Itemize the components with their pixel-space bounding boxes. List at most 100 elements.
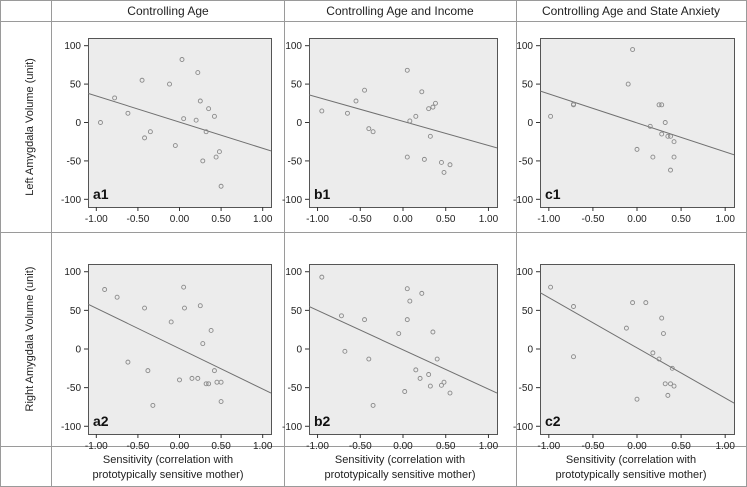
data-point-c1 xyxy=(662,120,668,125)
x-tick-label-c2: 0.00 xyxy=(627,441,647,452)
y-tick-label-a1: 0 xyxy=(75,118,81,129)
data-point-b2 xyxy=(407,298,413,304)
y-tick-label-c1: 50 xyxy=(522,80,534,91)
data-point-a2 xyxy=(102,287,108,292)
data-point-c2 xyxy=(643,300,649,306)
data-point-a2 xyxy=(203,381,209,387)
x-footer-col3-line2: prototypically sensitive mother) xyxy=(555,469,706,481)
data-point-c1 xyxy=(647,123,653,129)
data-point-a2 xyxy=(211,368,217,374)
y-tick-label-c2: -100 xyxy=(513,422,533,433)
data-point-a2 xyxy=(145,368,151,374)
data-point-c1 xyxy=(659,131,665,137)
x-tick-label-c2: 0.50 xyxy=(671,441,691,452)
fit-line-a2 xyxy=(88,303,271,394)
panel-label-a1: a1 xyxy=(93,186,109,202)
fit-line-b1 xyxy=(309,94,497,149)
y-tick-label-c2: 100 xyxy=(516,267,533,278)
y-tick-label-a1: -50 xyxy=(67,156,82,167)
data-point-b2 xyxy=(441,379,447,385)
data-point-b2 xyxy=(419,290,425,296)
y-tick-label-a2: -100 xyxy=(61,422,81,433)
data-point-a2 xyxy=(197,303,203,309)
x-tick-label-b2: 0.00 xyxy=(393,441,413,452)
x-tick-label-c1: 0.00 xyxy=(627,214,647,225)
y-tick-label-c2: -50 xyxy=(519,383,534,394)
data-point-a2 xyxy=(206,381,212,387)
x-tick-label-b2: 1.00 xyxy=(479,441,499,452)
x-footer-col2-line2: prototypically sensitive mother) xyxy=(324,469,475,481)
data-point-c1 xyxy=(659,102,665,108)
y-tick-label-a2: 100 xyxy=(64,267,81,278)
y-tick-label-b2: -50 xyxy=(288,383,303,394)
data-point-a2 xyxy=(208,328,214,333)
data-point-a1 xyxy=(218,183,224,189)
x-tick-label-b2: -0.50 xyxy=(349,441,372,452)
x-tick-label-b1: -0.50 xyxy=(349,214,372,225)
fit-line-a1 xyxy=(88,92,271,152)
plot-area-a2 xyxy=(88,264,272,435)
fit-line-c2 xyxy=(540,292,734,404)
panel-label-b2: b2 xyxy=(314,413,331,429)
plot-area-b1 xyxy=(309,38,498,208)
x-tick-label-c2: -0.50 xyxy=(582,441,605,452)
data-point-a2 xyxy=(218,379,224,385)
data-point-a1 xyxy=(167,81,172,87)
panel-c2: -100 -50 0 50 100 -1.00 -0.50 0.00 0.50 1.00 c2 xyxy=(513,264,735,452)
plot-area-c2 xyxy=(540,264,735,435)
data-point-a2 xyxy=(150,402,156,408)
y-tick-label-b1: -100 xyxy=(282,195,302,206)
data-point-c1 xyxy=(634,146,640,152)
x-tick-label-c1: -0.50 xyxy=(582,214,605,225)
y-tick-label-a1: 100 xyxy=(64,41,81,52)
y-tick-label-c2: 50 xyxy=(522,306,534,317)
y-tick-label-b2: 100 xyxy=(285,267,302,278)
data-point-b2 xyxy=(434,356,440,362)
data-point-a1 xyxy=(181,116,187,122)
y-tick-label-c1: 0 xyxy=(527,118,533,129)
data-point-c1 xyxy=(671,154,677,160)
y-tick-label-a2: 50 xyxy=(70,306,82,317)
x-footer-col2-line1: Sensitivity (correlation with xyxy=(335,454,465,466)
y-tick-label-b2: 50 xyxy=(291,306,303,317)
x-tick-label-a2: -0.50 xyxy=(127,441,150,452)
data-point-c2 xyxy=(668,381,673,387)
fit-line-b2 xyxy=(309,306,497,394)
x-tick-label-a1: 0.00 xyxy=(170,214,190,225)
y-tick-label-b1: 50 xyxy=(291,80,303,91)
data-point-a2 xyxy=(181,284,187,290)
data-point-b2 xyxy=(339,313,344,319)
data-point-b1 xyxy=(370,129,376,135)
y-tick-label-c2: 0 xyxy=(527,345,533,356)
data-point-c2 xyxy=(571,304,576,309)
data-point-a1 xyxy=(195,70,201,76)
plot-area-a1 xyxy=(88,38,272,208)
x-tick-label-b2: -1.00 xyxy=(306,441,329,452)
panel-b2: -100 -50 0 50 100 -1.00 -0.50 0.00 0.50 1.00 b2 xyxy=(282,264,499,452)
data-point-b2 xyxy=(342,348,348,354)
panel-label-c2: c2 xyxy=(545,413,561,429)
panel-label-c1: c1 xyxy=(545,186,561,202)
x-footer-col1-line2: prototypically sensitive mother) xyxy=(92,469,243,481)
data-point-c1 xyxy=(625,81,631,87)
data-point-a2 xyxy=(195,375,201,381)
x-tick-label-b2: 0.50 xyxy=(436,441,456,452)
data-point-c1 xyxy=(671,139,677,145)
data-point-b2 xyxy=(427,383,433,389)
x-tick-label-b1: 0.00 xyxy=(393,214,413,225)
x-tick-label-a2: 0.50 xyxy=(211,441,231,452)
x-tick-label-c1: -1.00 xyxy=(537,214,560,225)
x-tick-label-a1: 1.00 xyxy=(253,214,273,225)
data-point-a1 xyxy=(179,57,185,62)
y-tick-label-b1: 100 xyxy=(285,41,302,52)
x-footer-col3-line1: Sensitivity (correlation with xyxy=(566,454,696,466)
data-point-a1 xyxy=(193,117,199,123)
data-point-b1 xyxy=(404,154,410,160)
data-point-b1 xyxy=(404,67,410,73)
data-point-c2 xyxy=(661,331,666,336)
scatter-panels: -100 -50 0 50 100 -1.00 -0.50 0.00 0.50 1.00 a1 -10… xyxy=(61,38,735,452)
x-tick-label-b1: 0.50 xyxy=(436,214,456,225)
data-point-b2 xyxy=(430,329,436,335)
data-point-c2 xyxy=(630,300,636,306)
data-point-a2 xyxy=(114,294,120,300)
